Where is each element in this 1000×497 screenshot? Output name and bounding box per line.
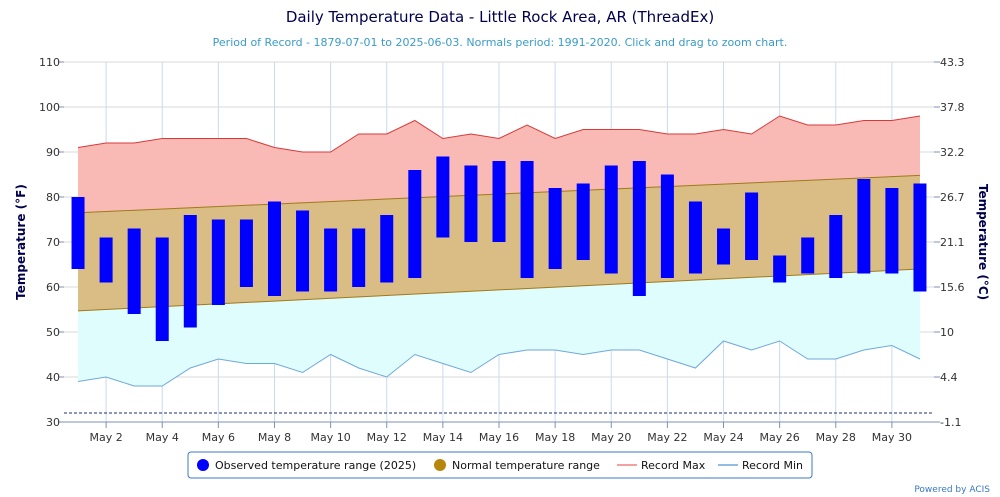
- observed-range-bar[interactable]: [660, 174, 674, 279]
- observed-range-bar[interactable]: [99, 237, 113, 283]
- x-tick-label: May 28: [816, 431, 856, 444]
- plot-area[interactable]: [64, 115, 934, 414]
- chart-title: Daily Temperature Data - Little Rock Are…: [286, 8, 714, 26]
- observed-range-bar[interactable]: [324, 228, 338, 292]
- y-tick-label-right: 10: [940, 326, 954, 339]
- y-tick-label-left: 30: [46, 416, 60, 429]
- observed-range-bar[interactable]: [408, 170, 422, 278]
- x-tick-label: May 24: [703, 431, 743, 444]
- x-tick-label: May 22: [647, 431, 687, 444]
- observed-range-bar[interactable]: [436, 156, 450, 238]
- y-tick-label-left: 100: [39, 101, 60, 114]
- observed-range-bar[interactable]: [520, 161, 534, 278]
- legend-item-normal[interactable]: Normal temperature range: [434, 459, 600, 472]
- observed-range-bar[interactable]: [183, 215, 197, 328]
- y-tick-label-right: 37.8: [940, 101, 965, 114]
- observed-range-bar[interactable]: [604, 165, 618, 274]
- legend-box: [187, 451, 813, 479]
- y-tick-label-right: 15.6: [940, 281, 965, 294]
- observed-range-bar[interactable]: [464, 165, 478, 243]
- observed-range-bar[interactable]: [829, 215, 843, 278]
- y-tick-label-left: 70: [46, 236, 60, 249]
- x-tick-label: May 6: [202, 431, 235, 444]
- x-tick-label: May 14: [423, 431, 463, 444]
- record-min-band: [78, 269, 920, 386]
- observed-range-bar[interactable]: [211, 219, 225, 306]
- legend-marker-normal: [434, 459, 446, 471]
- observed-range-bar[interactable]: [296, 210, 310, 292]
- record-min-line: [77, 340, 921, 387]
- y-axis-label-right: Temperature (°C): [976, 184, 990, 300]
- chart-axes: 30 40 50 60 70 80 90 100 110 -1.1 4.4 10 15.6 21.1 26.…: [39, 56, 965, 444]
- observed-range-bar[interactable]: [576, 183, 590, 261]
- y-tick-label-left: 90: [46, 146, 60, 159]
- y-tick-label-left: 50: [46, 326, 60, 339]
- y-tick-label-right: -1.1: [940, 416, 961, 429]
- y-tick-label-left: 60: [46, 281, 60, 294]
- y-tick-label-left: 40: [46, 371, 60, 384]
- y-tick-label-right: 26.7: [940, 191, 965, 204]
- observed-range-bar[interactable]: [492, 161, 506, 242]
- observed-range-bar[interactable]: [688, 201, 702, 274]
- y-tick-label-left: 80: [46, 191, 60, 204]
- observed-range-bar[interactable]: [773, 255, 787, 283]
- observed-range-bar[interactable]: [267, 201, 281, 297]
- observed-range-bar[interactable]: [155, 237, 169, 342]
- y-tick-label-right: 4.4: [940, 371, 958, 384]
- x-tick-label: May 30: [872, 431, 912, 444]
- chart-subtitle: Period of Record - 1879-07-01 to 2025-06…: [213, 36, 788, 49]
- credits-link[interactable]: Powered by ACIS: [914, 485, 990, 495]
- x-tick-label: May 16: [479, 431, 519, 444]
- observed-range-bar[interactable]: [885, 188, 899, 274]
- legend-item-observed[interactable]: Observed temperature range (2025): [197, 459, 416, 472]
- observed-range-bar[interactable]: [801, 237, 815, 274]
- record-max-line: [77, 115, 921, 153]
- observed-range-bar[interactable]: [857, 179, 871, 274]
- y-tick-label-left: 110: [39, 56, 60, 69]
- x-tick-label: May 20: [591, 431, 631, 444]
- normal-range-area: [78, 175, 920, 311]
- x-tick-label: May 26: [760, 431, 800, 444]
- observed-range-bar[interactable]: [352, 228, 366, 288]
- observed-range-bar[interactable]: [913, 183, 927, 292]
- observed-range-bar[interactable]: [71, 197, 85, 269]
- observed-range-bar[interactable]: [632, 161, 646, 296]
- legend-label-observed: Observed temperature range (2025): [215, 459, 416, 472]
- x-tick-label: May 4: [146, 431, 179, 444]
- y-axis-label-left: Temperature (°F): [14, 184, 28, 300]
- y-tick-label-right: 32.2: [940, 146, 965, 159]
- y-tick-label-right: 43.3: [940, 56, 965, 69]
- observed-range-bar[interactable]: [548, 188, 562, 269]
- observed-range-bar[interactable]: [745, 192, 759, 261]
- x-tick-label: May 18: [535, 431, 575, 444]
- y-tick-label-right: 21.1: [940, 236, 965, 249]
- observed-range-bar[interactable]: [127, 228, 141, 315]
- legend-label-record-min: Record Min: [742, 459, 803, 472]
- x-tick-label: May 10: [310, 431, 350, 444]
- observed-range-bar[interactable]: [380, 215, 394, 283]
- observed-range-bar[interactable]: [717, 228, 731, 265]
- x-tick-label: May 2: [89, 431, 122, 444]
- legend-label-normal: Normal temperature range: [452, 459, 600, 472]
- x-tick-label: May 8: [258, 431, 291, 444]
- legend-item-record-max[interactable]: Record Max: [617, 459, 706, 472]
- chart-legend: Observed temperature range (2025) Normal…: [187, 451, 813, 479]
- observed-range-bar[interactable]: [239, 219, 253, 288]
- legend-marker-observed: [197, 459, 209, 471]
- x-tick-label: May 12: [367, 431, 407, 444]
- legend-label-record-max: Record Max: [641, 459, 706, 472]
- legend-item-record-min[interactable]: Record Min: [718, 459, 803, 472]
